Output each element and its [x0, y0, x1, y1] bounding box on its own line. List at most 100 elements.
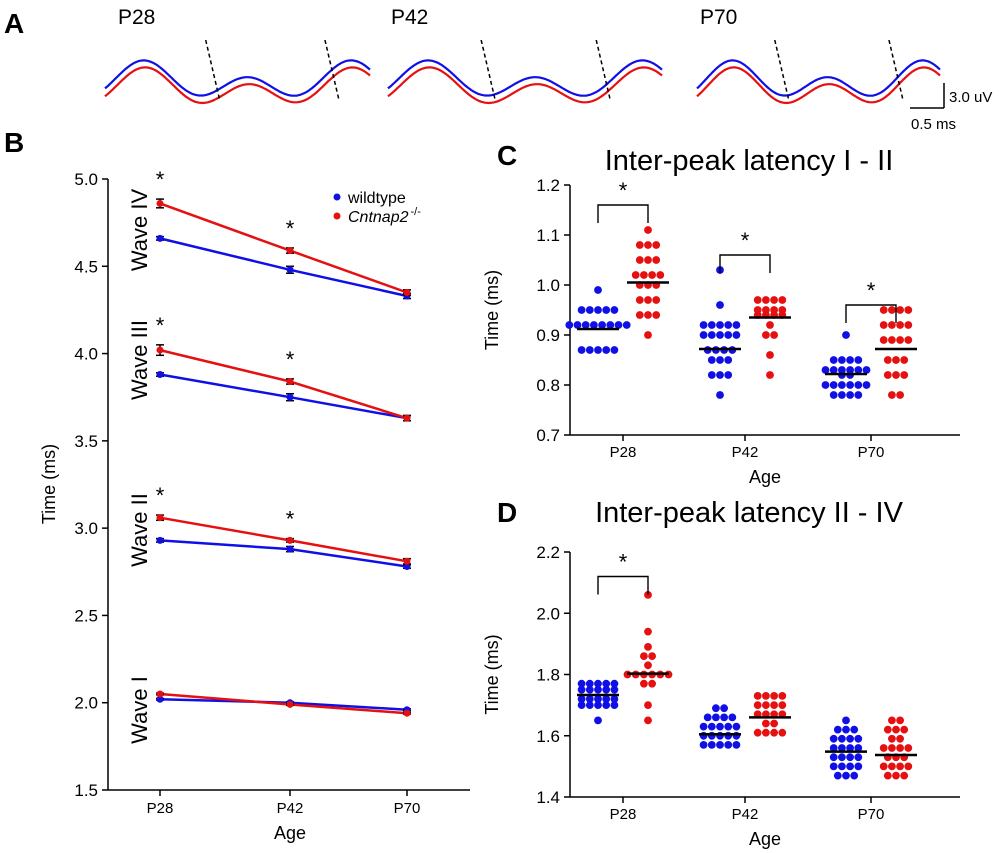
data-point: [829, 381, 838, 389]
data-point: [644, 661, 652, 670]
data-point: [846, 762, 854, 771]
data-point: [896, 336, 904, 344]
data-point: [622, 321, 631, 329]
data-point: [900, 356, 909, 364]
data-point: [716, 321, 724, 329]
data-point: [602, 701, 611, 709]
data-point: [644, 331, 652, 339]
data-point: [883, 371, 892, 379]
data-point: [888, 306, 896, 314]
data-point: [286, 393, 294, 401]
data-point: [770, 701, 778, 709]
data-point: [896, 744, 904, 752]
y-axis-label: Time (ms): [39, 444, 59, 524]
abr-traces: [104, 39, 941, 105]
data-point: [883, 725, 892, 734]
data-point: [770, 296, 778, 304]
data-point: [896, 762, 904, 771]
x-tick-label: P28: [147, 800, 174, 817]
data-point: [716, 722, 724, 731]
data-point: [770, 719, 778, 728]
data-point: [640, 271, 648, 279]
scale-bar-time-label: 0.5 ms: [911, 116, 956, 133]
y-tick-label: 1.2: [536, 176, 560, 195]
data-point: [732, 722, 741, 731]
x-tick-label: P42: [732, 444, 759, 461]
data-point: [724, 371, 733, 379]
data-point: [594, 685, 602, 694]
data-point: [896, 716, 904, 725]
data-point: [766, 321, 774, 329]
data-point: [896, 734, 904, 743]
data-point: [829, 356, 838, 364]
data-point: [594, 695, 602, 703]
data-point: [724, 722, 733, 731]
y-tick-label: 1.5: [74, 781, 98, 800]
wave-label: Wave II: [127, 493, 152, 567]
data-point: [829, 753, 838, 762]
data-point: [728, 713, 737, 722]
legend-label-superscript: -/-: [411, 206, 422, 218]
data-point: [577, 701, 586, 709]
significance-bracket: [845, 304, 897, 323]
y-tick-label: 2.5: [74, 606, 98, 625]
x-axis-label: Age: [749, 467, 781, 487]
data-point: [720, 713, 728, 722]
significance-star: *: [619, 550, 628, 575]
data-point: [821, 366, 830, 374]
data-point: [652, 256, 661, 264]
series-line: [159, 348, 408, 420]
data-point: [838, 744, 846, 752]
data-point: [846, 744, 854, 752]
data-point: [610, 679, 619, 688]
data-point: [652, 296, 661, 304]
data-point: [644, 591, 652, 599]
data-point: [904, 762, 913, 771]
data-point: [888, 716, 896, 725]
legend-label-cntnap2: Cntnap2 -/-: [348, 206, 421, 226]
data-point: [879, 321, 888, 329]
y-tick-label: 3.5: [74, 432, 98, 451]
data-point: [900, 725, 909, 734]
y-tick-label: 1.6: [536, 727, 560, 746]
data-point: [762, 701, 770, 709]
data-point: [838, 734, 846, 743]
data-point: [707, 321, 716, 329]
data-point: [904, 744, 913, 752]
data-point: [888, 762, 896, 771]
data-point: [707, 356, 716, 364]
data-point: [156, 536, 164, 544]
data-point: [888, 744, 896, 752]
data-point: [846, 381, 854, 389]
panel-a-letter: A: [4, 8, 24, 39]
data-point: [585, 306, 594, 314]
data-point: [854, 356, 863, 364]
data-point: [635, 296, 644, 304]
significance-star: *: [156, 167, 165, 192]
data-point: [829, 734, 838, 743]
data-point: [833, 725, 842, 734]
data-point: [286, 700, 294, 708]
data-point: [648, 679, 656, 688]
data-point: [577, 306, 586, 314]
data-point: [896, 391, 904, 399]
data-point: [883, 356, 892, 364]
data-point: [770, 331, 778, 339]
significance-bracket: [597, 575, 649, 595]
x-tick-label: P28: [610, 806, 637, 823]
data-point: [778, 296, 787, 304]
data-point: [778, 701, 787, 709]
data-point: [635, 311, 644, 319]
data-point: [156, 234, 164, 242]
data-point: [842, 331, 850, 339]
data-point: [286, 545, 294, 553]
data-point: [156, 690, 164, 698]
data-point: [585, 701, 594, 709]
x-tick-label: P70: [858, 444, 885, 461]
data-point: [156, 695, 164, 703]
panel-c-letter: C: [497, 140, 517, 171]
abr-trace-wildtype: [104, 59, 371, 97]
peak-marker-dashed: [595, 39, 611, 101]
data-point: [403, 288, 411, 296]
data-point: [716, 301, 724, 309]
